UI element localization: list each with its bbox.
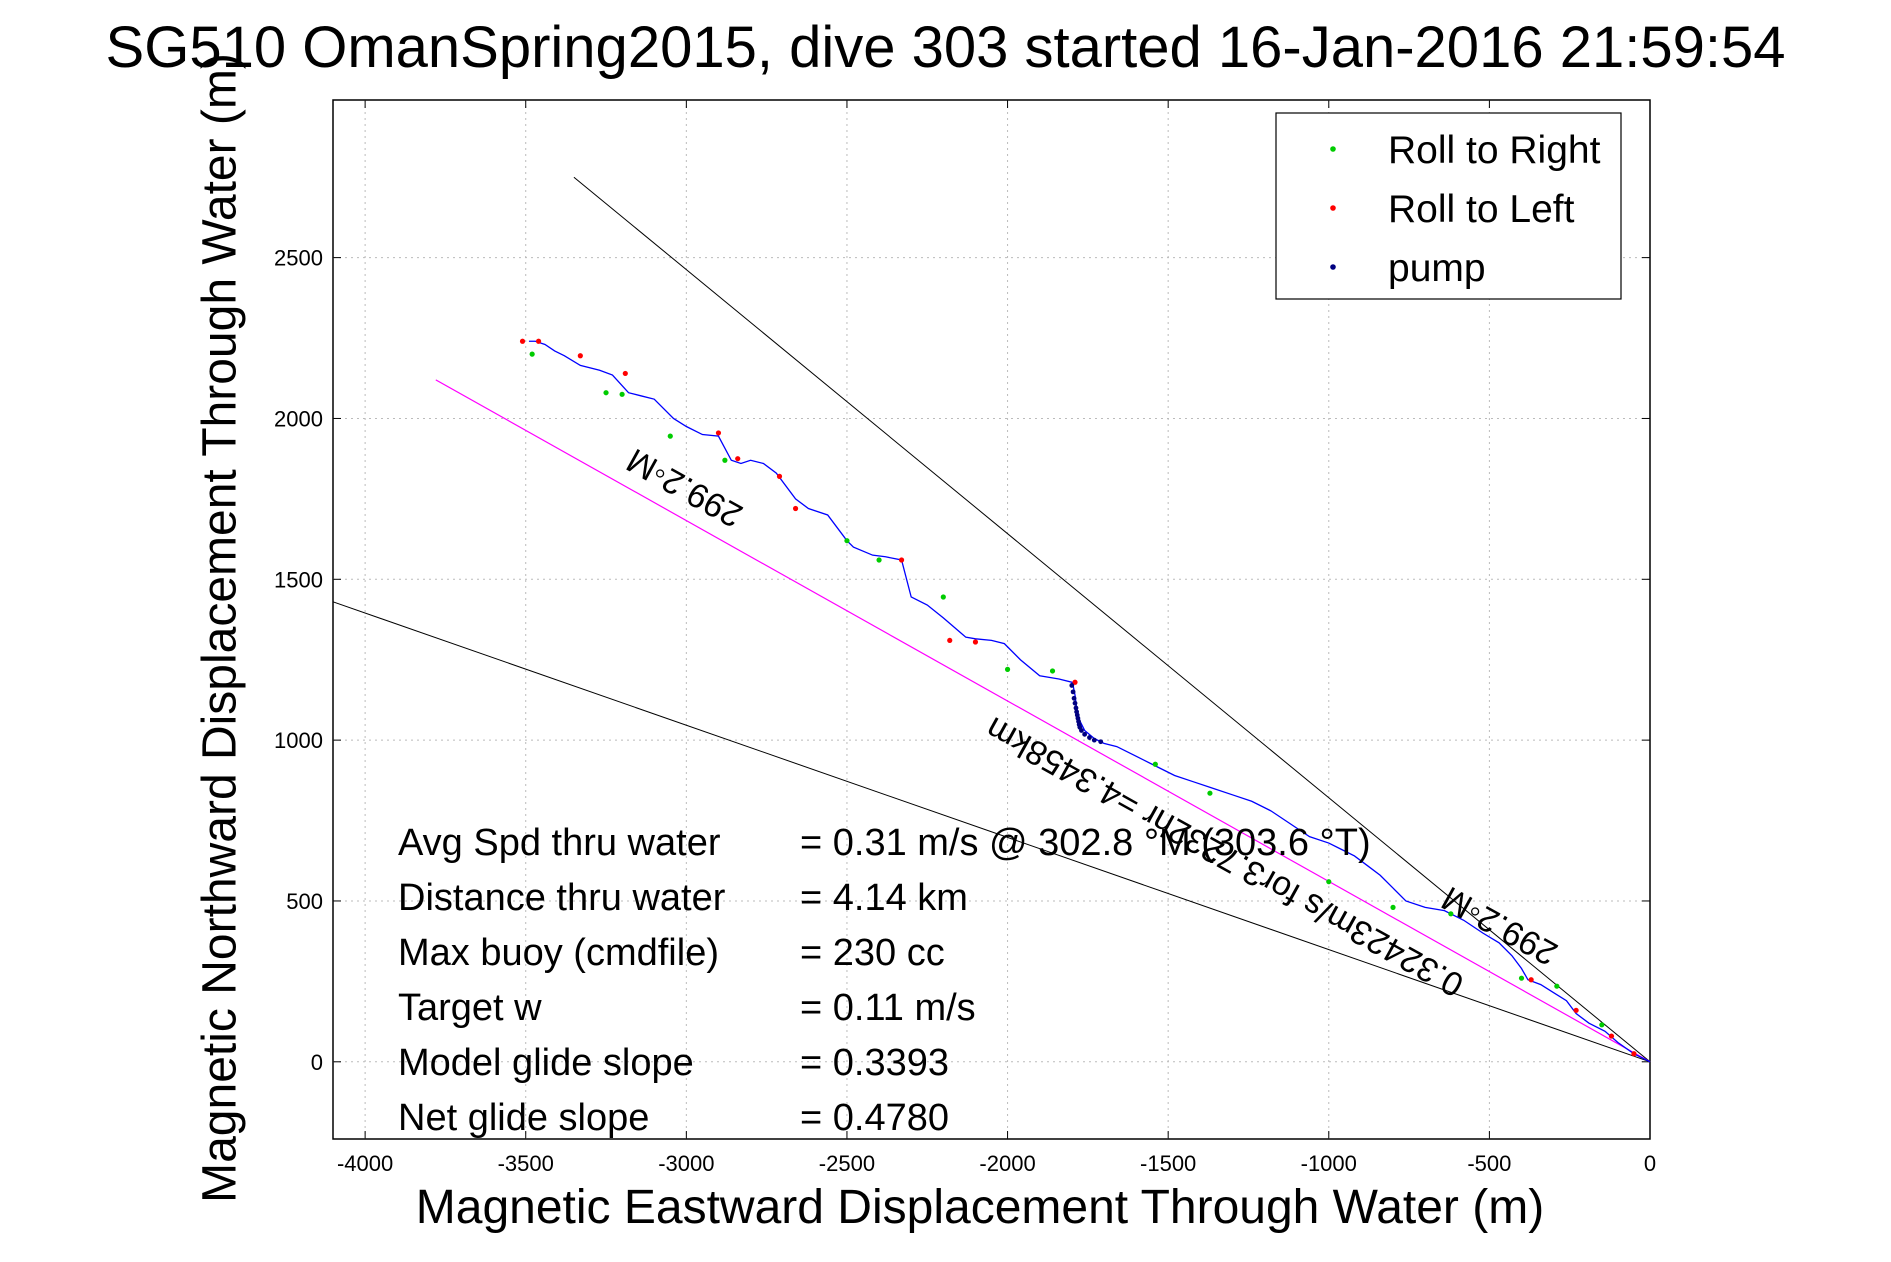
roll-left-point [535,338,542,344]
track-line [528,340,1651,1063]
pump-point [1072,700,1078,706]
stat-value-max-buoy: = 230 cc [800,932,945,974]
pump-point [1082,731,1088,737]
roll-right-point [1152,761,1158,767]
pump-point [1098,739,1104,745]
roll-right-point [1049,668,1056,674]
roll-right-point [1004,666,1011,672]
x-tick-label: -1500 [1140,1151,1196,1176]
pump-point [1073,705,1079,711]
legend-marker [1330,264,1336,270]
roll-left-point [519,338,526,344]
roll-left-point [715,430,722,436]
x-tick-label: -3500 [498,1151,554,1176]
y-tick-label: 1500 [274,567,323,592]
cone-upper-line [573,176,1651,1063]
roll-left-point [1573,1007,1579,1013]
x-tick-label: -3000 [658,1151,714,1176]
x-tick-label: -4000 [337,1151,393,1176]
stat-value-distance: = 4.14 km [800,877,968,919]
roll-left-point [1608,1033,1615,1039]
reference-lines [332,176,1651,1063]
roll-left-point [792,505,799,512]
roll-right-point [1448,911,1454,917]
roll-right-point [603,390,609,396]
legend-label: Roll to Right [1388,129,1601,172]
pump-point [1069,683,1075,688]
roll-right-point [1207,790,1213,796]
data-series [519,338,1651,1063]
roll-right-point [844,538,850,544]
roll-right-point [940,594,946,600]
legend-marker [1330,205,1336,211]
roll-right-point [1518,975,1525,981]
stat-value-target-w: = 0.11 m/s [800,987,976,1029]
y-tick-label: 2000 [274,406,323,431]
legend-label: Roll to Left [1388,188,1575,231]
roll-left-point [1631,1051,1637,1057]
heading-line [435,379,1651,1063]
chart-title: SG510 OmanSpring2015, dive 303 started 1… [105,15,1786,80]
x-tick-label: -2500 [819,1151,875,1176]
roll-right-point [1326,879,1332,885]
y-tick-label: 0 [311,1050,323,1075]
y-tick-label: 2500 [274,246,323,271]
plot-frame [332,99,1651,1140]
legend: Roll to Right Roll to Left pump [1275,112,1622,300]
roll-left-point [577,353,583,359]
roll-left-point [972,639,979,645]
stat-label-model-glide: Model glide slope [398,1042,694,1084]
pump-point [1070,689,1076,695]
roll-right-point [667,433,673,439]
roll-left-point [898,557,905,563]
roll-left-point [1072,679,1078,685]
legend-label: pump [1388,247,1486,290]
x-axis-label: Magnetic Eastward Displacement Through W… [415,1181,1545,1234]
legend-marker [1330,146,1336,152]
stat-value-net-glide: = 0.4780 [800,1097,949,1139]
roll-right-point [1390,904,1396,910]
x-tick-label: 0 [1644,1151,1656,1176]
cone-lower-line [332,601,1651,1063]
stat-value-model-glide: = 0.3393 [800,1042,949,1084]
axis-ticks: -4000 -3500 -3000 -2500 -2000 -1500 -1000 -500 0… [274,100,1656,1176]
pump-point [1087,735,1092,740]
roll-right-point [529,351,535,357]
heading-label-lower: 299.2◦M [1436,879,1564,973]
roll-left-point [622,370,628,377]
roll-left-point [735,456,741,462]
roll-right-point [1554,983,1560,989]
stat-label-max-buoy: Max buoy (cmdfile) [398,932,719,974]
roll-left-point [1528,977,1534,983]
pump-point [1071,695,1077,701]
grid [333,100,1650,1139]
pump-point [1091,737,1097,743]
y-axis-label: Magnetic Northward Displacement Through … [193,53,247,1203]
roll-right-point [722,457,728,463]
stat-value-avg-speed: = 0.31 m/s @ 302.8 °M (303.6 °T) [800,822,1371,864]
roll-left-point [947,637,953,644]
roll-right-point [619,391,625,397]
roll-right-point [876,557,882,563]
stat-label-net-glide: Net glide slope [398,1097,650,1139]
stat-label-target-w: Target w [398,987,542,1029]
y-tick-label: 1000 [274,728,323,753]
pump-point [1079,728,1084,733]
y-tick-label: 500 [286,889,323,914]
heading-label-upper: 299.2◦M [621,441,749,535]
x-tick-label: -500 [1467,1151,1511,1176]
roll-left-point [776,473,783,479]
x-tick-label: -2000 [979,1151,1035,1176]
stat-label-distance: Distance thru water [398,877,726,919]
x-tick-label: -1000 [1301,1151,1357,1176]
stat-label-avg-speed: Avg Spd thru water [398,822,721,864]
roll-right-point [1599,1022,1605,1028]
